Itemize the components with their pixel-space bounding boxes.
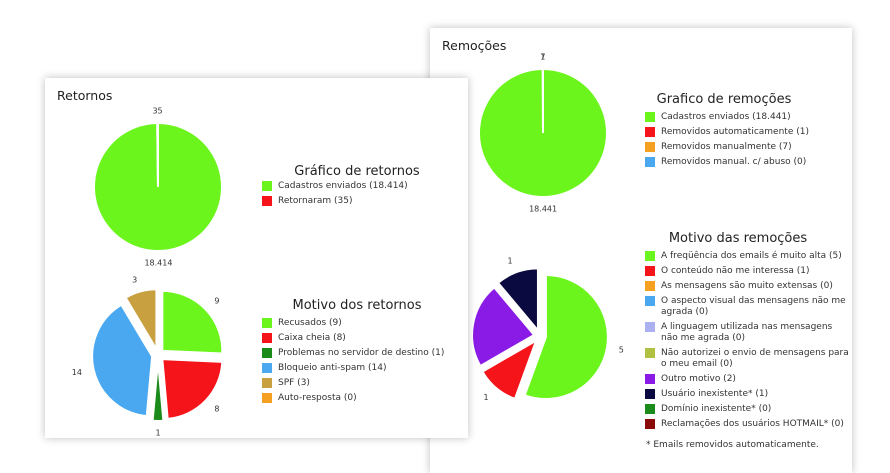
legend-item: Não autorizei o envio de mensagens para … xyxy=(645,348,850,370)
legend-item: Cadastros enviados (18.414) xyxy=(262,181,467,192)
legend: Recusados (9) Caixa cheia (8) Problemas no… xyxy=(262,318,467,408)
legend-label: O aspecto visual das mensagens não me ag… xyxy=(661,296,850,318)
data-label: 3 xyxy=(132,275,137,284)
page: 18.441175121 Remoções * Emails removidos… xyxy=(0,0,890,463)
data-label: 7 xyxy=(540,53,545,62)
legend-swatch xyxy=(262,333,272,343)
legend-swatch xyxy=(262,181,272,191)
legend-label: As mensagens são muito extensas (0) xyxy=(661,281,833,292)
legend-item: Caixa cheia (8) xyxy=(262,333,467,344)
legend-swatch xyxy=(262,196,272,206)
panel: 18.414 35 9 8 1 14 3 Retornos Gráfico de retor… xyxy=(45,78,468,438)
legend-label: Usuário inexistente* (1) xyxy=(661,389,768,400)
legend-swatch xyxy=(645,348,655,358)
legend-item: Outro motivo (2) xyxy=(645,374,850,385)
legend-item: Bloqueio anti-spam (14) xyxy=(262,363,467,374)
legend: Cadastros enviados (18.441) Removidos aut… xyxy=(645,112,850,172)
legend-title: Gráfico de retornos xyxy=(257,164,457,179)
data-label: 1 xyxy=(155,429,160,438)
legend-swatch xyxy=(645,266,655,276)
legend-item: As mensagens são muito extensas (0) xyxy=(645,281,850,292)
legend-swatch xyxy=(645,322,655,332)
legend-label: Reclamações dos usuários HOTMAIL* (0) xyxy=(661,419,844,430)
legend-swatch xyxy=(645,404,655,414)
legend-item: SPF (3) xyxy=(262,378,467,389)
data-label: 18.414 xyxy=(144,258,172,267)
legend-swatch xyxy=(645,142,655,152)
legend-swatch xyxy=(645,127,655,137)
legend-swatch xyxy=(262,363,272,373)
legend-swatch xyxy=(262,318,272,328)
legend-swatch xyxy=(645,251,655,261)
legend-label: A linguagem utilizada nas mensagens não … xyxy=(661,322,850,344)
legend: A freqüência dos emails é muito alta (5)… xyxy=(645,251,850,434)
legend: Cadastros enviados (18.414) Retornaram (3… xyxy=(262,181,467,211)
data-label: 8 xyxy=(214,404,219,413)
legend-title: Motivo dos retornos xyxy=(257,298,457,313)
legend-label: Domínio inexistente* (0) xyxy=(661,404,771,415)
legend-item: Removidos manualmente (7) xyxy=(645,142,850,153)
legend-label: SPF (3) xyxy=(278,378,310,389)
legend-item: Usuário inexistente* (1) xyxy=(645,389,850,400)
legend-swatch xyxy=(645,389,655,399)
data-label: 1 xyxy=(508,256,513,265)
data-label: 14 xyxy=(72,368,82,377)
legend-item: Auto-resposta (0) xyxy=(262,393,467,404)
legend-label: Problemas no servidor de destino (1) xyxy=(278,348,444,359)
legend-label: Retornaram (35) xyxy=(278,196,353,207)
legend-label: Outro motivo (2) xyxy=(661,374,736,385)
legend-label: Cadastros enviados (18.414) xyxy=(278,181,408,192)
panel-title: Retornos xyxy=(57,88,112,103)
legend-swatch xyxy=(645,112,655,122)
legend-label: Bloqueio anti-spam (14) xyxy=(278,363,387,374)
legend-swatch xyxy=(645,157,655,167)
legend-item: Problemas no servidor de destino (1) xyxy=(262,348,467,359)
panel-title: Remoções xyxy=(442,38,506,53)
legend-item: Reclamações dos usuários HOTMAIL* (0) xyxy=(645,419,850,430)
legend-label: Removidos manualmente (7) xyxy=(661,142,792,153)
legend-swatch xyxy=(645,281,655,291)
legend-swatch xyxy=(645,374,655,384)
legend-item: Cadastros enviados (18.441) xyxy=(645,112,850,123)
legend-label: Auto-resposta (0) xyxy=(278,393,357,404)
legend-item: O conteúdo não me interessa (1) xyxy=(645,266,850,277)
legend-label: Removidos automaticamente (1) xyxy=(661,127,809,138)
legend-swatch xyxy=(645,296,655,306)
legend-item: O aspecto visual das mensagens não me ag… xyxy=(645,296,850,318)
legend-item: Removidos automaticamente (1) xyxy=(645,127,850,138)
legend-swatch xyxy=(262,393,272,403)
legend-label: Recusados (9) xyxy=(278,318,342,329)
legend-item: Domínio inexistente* (0) xyxy=(645,404,850,415)
data-label: 1 xyxy=(483,393,488,402)
panel: 18.441175121 Remoções * Emails removidos… xyxy=(430,28,852,473)
legend-item: A linguagem utilizada nas mensagens não … xyxy=(645,322,850,344)
footnote: * Emails removidos automaticamente. xyxy=(646,440,819,450)
legend-swatch xyxy=(262,378,272,388)
legend-title: Motivo das remoções xyxy=(638,231,838,246)
legend-item: Removidos manual. c/ abuso (0) xyxy=(645,157,850,168)
legend-label: O conteúdo não me interessa (1) xyxy=(661,266,810,277)
legend-item: A freqüência dos emails é muito alta (5) xyxy=(645,251,850,262)
data-label: 18.441 xyxy=(529,204,557,213)
legend-label: A freqüência dos emails é muito alta (5) xyxy=(661,251,842,262)
legend-label: Cadastros enviados (18.441) xyxy=(661,112,791,123)
legend-label: Caixa cheia (8) xyxy=(278,333,346,344)
data-label: 5 xyxy=(619,345,624,354)
legend-item: Recusados (9) xyxy=(262,318,467,329)
legend-label: Removidos manual. c/ abuso (0) xyxy=(661,157,806,168)
pie-slice xyxy=(153,361,164,421)
legend-swatch xyxy=(645,419,655,429)
legend-label: Não autorizei o envio de mensagens para … xyxy=(661,348,850,370)
legend-title: Grafico de remoções xyxy=(624,92,824,107)
legend-item: Retornaram (35) xyxy=(262,196,467,207)
pie-slice xyxy=(162,291,222,354)
legend-swatch xyxy=(262,348,272,358)
data-label: 9 xyxy=(214,297,219,306)
pie-slice xyxy=(162,359,222,419)
pie-slice xyxy=(157,123,158,187)
data-label: 35 xyxy=(152,107,162,116)
